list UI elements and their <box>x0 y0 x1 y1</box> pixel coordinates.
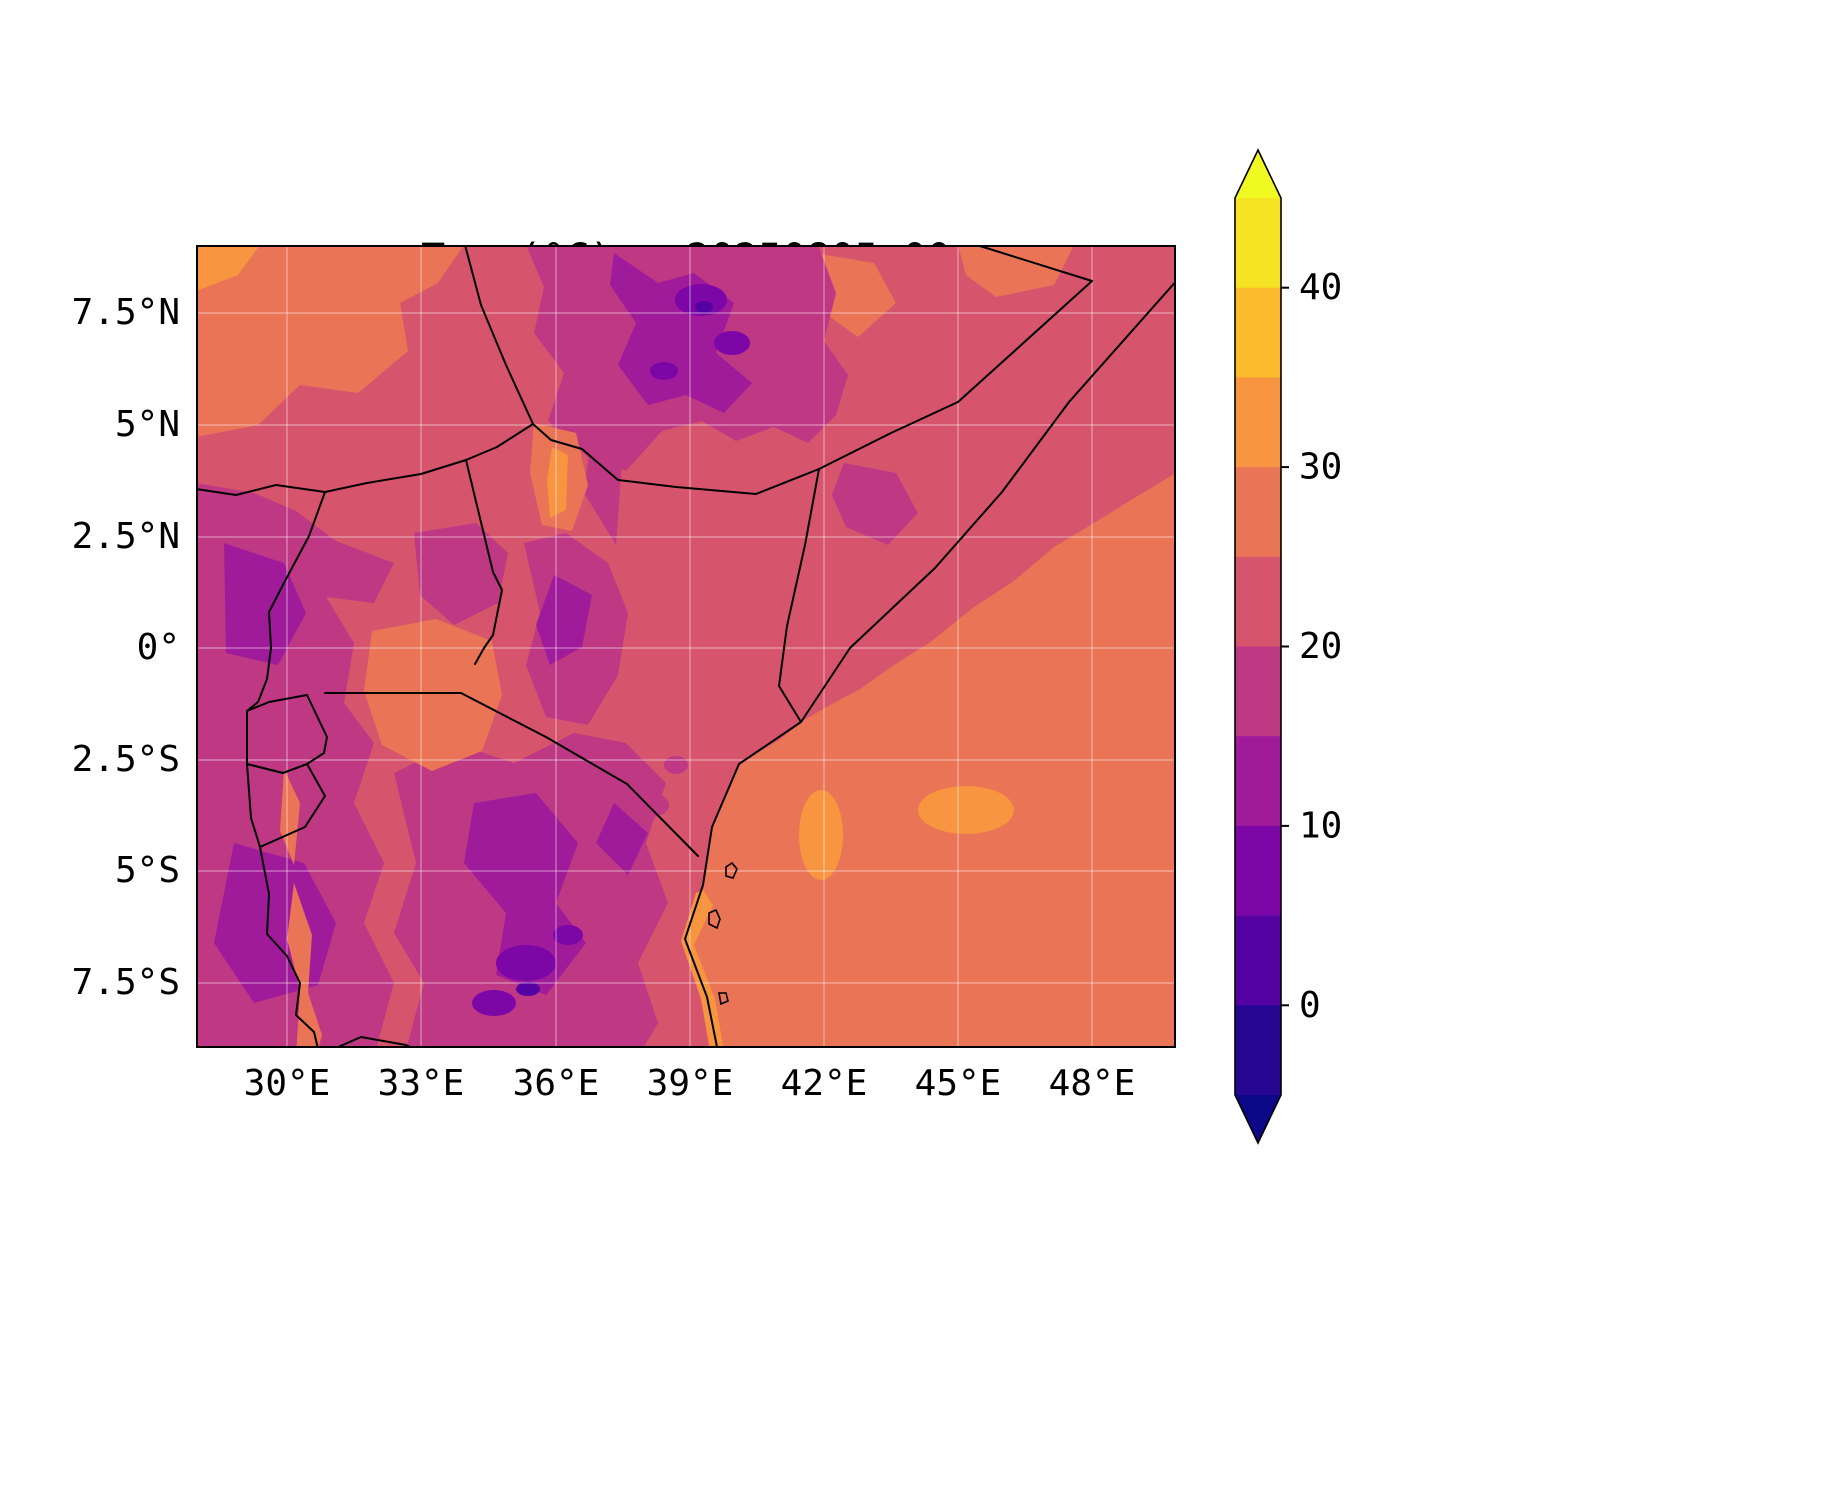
coldest-spot-tanzania <box>553 925 583 945</box>
warm-ocean-patch <box>799 790 843 880</box>
colorbar-tick-label: 40 <box>1299 267 1342 308</box>
drc-uganda-border <box>246 491 326 712</box>
colorbar-ticks <box>1281 286 1289 1007</box>
warm-ocean-patch <box>918 786 1014 834</box>
lake-victoria <box>364 619 502 771</box>
map-plot <box>196 245 1176 1048</box>
pemba-island <box>725 861 738 879</box>
burundi-border <box>246 763 326 848</box>
colorbar-extend-min-arrow <box>1235 1095 1281 1143</box>
colorbar-tick-label: 20 <box>1299 626 1342 667</box>
lat-tick-label: 5°N <box>114 404 180 445</box>
drc-tanzania-border <box>259 846 319 1048</box>
cool-border-patch <box>664 756 688 774</box>
colorbar: 40 30 20 10 0 <box>1234 148 1342 1145</box>
colorbar-tick-label: 30 <box>1299 447 1342 488</box>
cold-core-tanzania-1 <box>464 793 586 995</box>
colorbar-outline <box>1234 148 1282 1145</box>
lat-tick-label: 2.5°N <box>71 516 180 557</box>
lon-tick-label: 33°E <box>377 1063 465 1104</box>
warm-coastal-strip <box>681 890 724 1048</box>
warm-northwest-region <box>196 245 464 437</box>
somalia-coastline <box>684 279 1176 1048</box>
lake-turkana <box>547 447 568 518</box>
colorbar-tick-label: 10 <box>1299 805 1342 846</box>
colorbar-tick-label: 0 <box>1299 985 1321 1026</box>
cold-core-tanzania-2 <box>596 803 648 875</box>
zanzibar-island <box>708 908 721 930</box>
lat-tick-label: 0° <box>136 627 180 668</box>
axes-frame <box>196 245 1176 1048</box>
gridlines <box>196 245 1176 1048</box>
warm-rift-strip <box>287 883 322 1048</box>
colorbar-band <box>1235 287 1281 378</box>
colorbar-band <box>1235 198 1281 288</box>
lon-tick-label: 48°E <box>1048 1063 1136 1104</box>
colorbar-band <box>1235 646 1281 737</box>
islands <box>708 861 738 1006</box>
colorbar-band <box>1235 825 1281 916</box>
colorbar-band <box>1235 467 1281 558</box>
lon-tick-label: 45°E <box>914 1063 1002 1104</box>
colorbar-extend-max-arrow <box>1235 150 1281 198</box>
lon-tick-label: 36°E <box>512 1063 600 1104</box>
cool-south-somalia-patch <box>832 463 918 545</box>
kenya-ethiopia-border <box>496 423 820 495</box>
warm-ocean-region <box>685 473 1176 1048</box>
mafia-island <box>718 992 729 1006</box>
extreme-cold-spot <box>516 982 540 996</box>
colorbar-band <box>1235 1005 1281 1095</box>
lat-tick-label: 5°S <box>114 850 180 891</box>
colorbar-band <box>1235 556 1281 647</box>
cool-uganda-patch <box>414 523 508 625</box>
cold-core-west-1 <box>224 543 306 665</box>
lon-tick-label: 30°E <box>243 1063 331 1104</box>
lat-tick-label: 2.5°S <box>71 739 180 780</box>
ethiopia-southsudan-border <box>464 245 534 425</box>
lon-tick-label: 39°E <box>646 1063 734 1104</box>
kenya-tanzania-border <box>460 692 699 857</box>
coldest-spot-ethiopia <box>650 362 678 380</box>
warm-rift-strip <box>280 769 300 865</box>
colorbar-band <box>1235 736 1281 827</box>
lat-tick-label: 7.5°N <box>71 292 180 333</box>
kenya-somalia-border <box>778 468 820 723</box>
hot-northwest-corner <box>196 245 260 291</box>
lon-tick-label: 42°E <box>780 1063 868 1104</box>
coldest-spot-tanzania <box>496 945 556 981</box>
uganda-kenya-border <box>465 459 503 665</box>
colorbar-band <box>1235 377 1281 468</box>
coldest-spot-ethiopia <box>675 284 727 316</box>
uganda-southsudan-border <box>196 446 498 496</box>
colorbar-band <box>1235 915 1281 1006</box>
coldest-spot-ethiopia <box>714 331 750 355</box>
extreme-cold-spot <box>695 301 713 313</box>
ethiopia-somalia-border <box>818 245 1093 470</box>
lat-tick-label: 7.5°S <box>71 962 180 1003</box>
coldest-spot-tanzania <box>472 990 516 1016</box>
warm-northeast-patch <box>958 245 1074 297</box>
cold-core-kenya <box>536 575 592 665</box>
